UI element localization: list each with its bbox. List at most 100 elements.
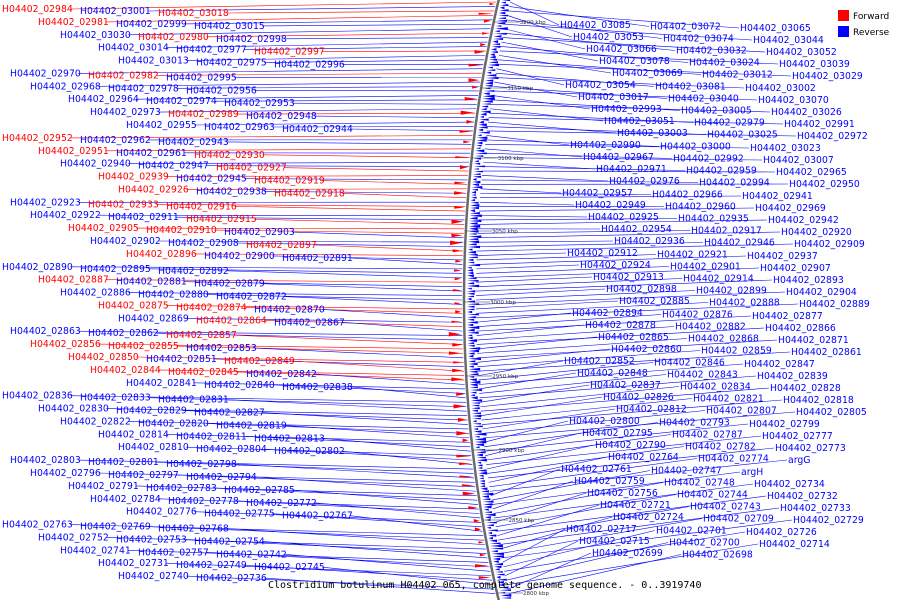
gene-label-right[interactable]: H04402_02848 [577,368,648,379]
gene-label-left[interactable]: H04402_02772 [246,498,317,509]
gene-label-right[interactable]: H04402_02843 [667,370,738,381]
gene-label-left[interactable]: H04402_02867 [274,317,345,328]
gene-label-right[interactable]: H04402_03029 [792,71,863,82]
gene-label-left[interactable]: H04402_02910 [146,225,217,236]
gene-label-left[interactable]: H04402_02962 [80,135,151,146]
gene-label-left[interactable]: H04402_02948 [246,111,317,122]
gene-label-right[interactable]: H04402_02701 [656,526,727,537]
gene-label-right[interactable]: H04402_02868 [688,334,759,345]
gene-label-right[interactable]: H04402_02812 [616,404,687,415]
gene-label-left[interactable]: H04402_02879 [194,279,265,290]
gene-label-left[interactable]: H04402_02763 [2,520,73,531]
gene-label-right[interactable]: H04402_02966 [652,190,723,201]
gene-label-left[interactable]: H04402_02938 [196,186,267,197]
gene-label-left[interactable]: H04402_02745 [254,562,325,573]
gene-label-right[interactable]: H04402_03065 [740,23,811,34]
gene-label-left[interactable]: H04402_02767 [282,511,353,522]
gene-label-left[interactable]: H04402_02947 [138,161,209,172]
gene-label-right[interactable]: H04402_02852 [564,356,635,367]
gene-label-right[interactable]: H04402_03081 [655,82,726,93]
gene-label-left[interactable]: H04402_02857 [166,330,237,341]
gene-label-left[interactable]: H04402_02902 [90,236,161,247]
gene-label-right[interactable]: H04402_02976 [609,176,680,187]
gene-label-left[interactable]: H04402_02776 [126,507,197,518]
gene-label-left[interactable]: H04402_02741 [60,545,131,556]
gene-label-right[interactable]: H04402_02743 [690,502,761,513]
gene-label-left[interactable]: H04402_02731 [98,558,169,569]
gene-label-left[interactable]: H04402_02736 [196,573,267,584]
gene-label-left[interactable]: H04402_02811 [176,431,247,442]
gene-label-right[interactable]: H04402_02950 [789,179,860,190]
gene-label-left[interactable]: H04402_02864 [196,315,267,326]
gene-label-right[interactable]: H04402_03072 [650,22,721,33]
gene-label-left[interactable]: H04402_02875 [98,300,169,311]
gene-label-left[interactable]: H04402_02783 [146,483,217,494]
gene-label-left[interactable]: H04402_02933 [88,199,159,210]
gene-label-right[interactable]: H04402_02876 [662,310,733,321]
gene-label-right[interactable]: H04402_02795 [582,428,653,439]
gene-label-right[interactable]: H04402_02790 [595,440,666,451]
gene-label-left[interactable]: H04402_02970 [10,68,81,79]
gene-label-right[interactable]: H04402_02954 [601,224,672,235]
gene-label-right[interactable]: H04402_02993 [591,104,662,115]
gene-label-right[interactable]: H04402_02818 [783,395,854,406]
gene-label-right[interactable]: H04402_02773 [775,443,846,454]
gene-label-left[interactable]: H04402_02740 [118,571,189,582]
gene-label-right[interactable]: H04402_02826 [603,392,674,403]
gene-label-right[interactable]: H04402_02924 [580,260,651,271]
gene-label-right[interactable]: H04402_02774 [698,454,769,465]
gene-label-left[interactable]: H04402_02923 [10,197,81,208]
gene-label-right[interactable]: H04402_03074 [663,34,734,45]
gene-label-right[interactable]: H04402_02921 [657,250,728,261]
gene-label-right[interactable]: H04402_03025 [707,130,778,141]
gene-label-left[interactable]: H04402_02869 [118,313,189,324]
gene-label-right[interactable]: H04402_02912 [567,248,638,259]
gene-label-right[interactable]: H04402_03052 [766,47,837,58]
gene-label-left[interactable]: H04402_02922 [30,210,101,221]
gene-label-left[interactable]: H04402_02943 [158,137,229,148]
gene-label-left[interactable]: H04402_02926 [118,184,189,195]
gene-label-right[interactable]: H04402_02893 [773,275,844,286]
gene-label-right[interactable]: H04402_02960 [665,202,736,213]
gene-label-right[interactable]: H04402_02946 [704,238,775,249]
gene-label-right[interactable]: H04402_03032 [676,46,747,57]
gene-label-left[interactable]: H04402_03018 [158,8,229,19]
gene-label-left[interactable]: H04402_02944 [282,124,353,135]
gene-label-left[interactable]: H04402_02900 [204,251,275,262]
gene-label-left[interactable]: H04402_02999 [116,19,187,30]
gene-label-right[interactable]: H04402_02759 [574,476,645,487]
gene-label-right[interactable]: H04402_02805 [796,407,867,418]
gene-label-right[interactable]: H04402_03085 [560,20,631,31]
gene-label-left[interactable]: H04402_02980 [138,32,209,43]
gene-label-left[interactable]: H04402_02886 [60,288,131,299]
gene-label-right[interactable]: H04402_02865 [598,332,669,343]
gene-label-right[interactable]: H04402_02913 [593,272,664,283]
gene-label-left[interactable]: H04402_02797 [108,470,179,481]
gene-label-right[interactable]: H04402_02878 [585,320,656,331]
gene-label-left[interactable]: H04402_02855 [108,341,179,352]
gene-label-right[interactable]: H04402_02920 [781,227,852,238]
gene-label-right[interactable]: H04402_03069 [612,68,683,79]
gene-label-right[interactable]: H04402_02821 [693,394,764,405]
gene-label-right[interactable]: H04402_02971 [596,164,667,175]
gene-label-right[interactable]: H04402_03040 [668,94,739,105]
gene-label-right[interactable]: H04402_02807 [706,406,777,417]
gene-label-right[interactable]: H04402_02846 [654,358,725,369]
gene-label-right[interactable]: H04402_02734 [754,479,825,490]
gene-label-right[interactable]: H04402_02732 [767,491,838,502]
gene-label-left[interactable]: H04402_02977 [176,45,247,56]
gene-label-right[interactable]: H04402_03024 [689,58,760,69]
gene-label-left[interactable]: H04402_02897 [246,240,317,251]
gene-label-left[interactable]: H04402_02798 [166,459,237,470]
gene-label-left[interactable]: H04402_02918 [274,188,345,199]
gene-label-left[interactable]: H04402_02754 [194,536,265,547]
gene-label-right[interactable]: H04402_02965 [776,167,847,178]
gene-label-left[interactable]: H04402_02757 [138,547,209,558]
gene-label-left[interactable]: H04402_03015 [194,21,265,32]
gene-label-left[interactable]: H04402_02964 [68,94,139,105]
gene-label-left[interactable]: H04402_02880 [138,290,209,301]
gene-label-left[interactable]: H04402_02813 [254,433,325,444]
gene-label-right[interactable]: H04402_02935 [678,214,749,225]
gene-label-left[interactable]: H04402_02819 [216,420,287,431]
gene-label-left[interactable]: H04402_02915 [186,214,257,225]
